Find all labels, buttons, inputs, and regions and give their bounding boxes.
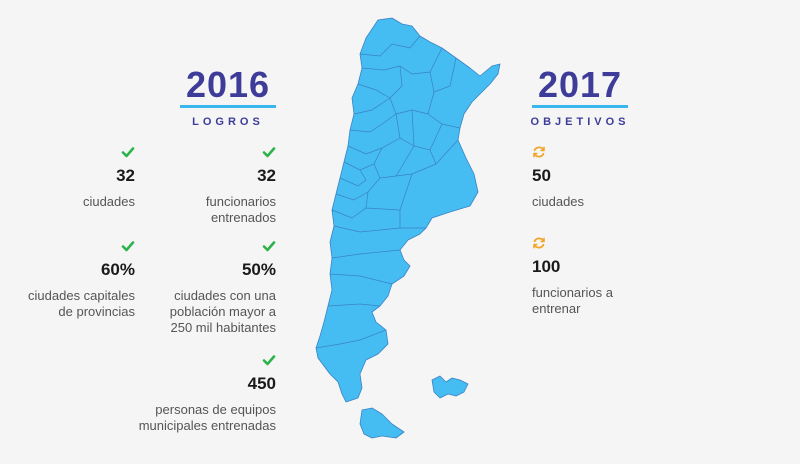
check-icon	[262, 145, 276, 159]
check-icon	[262, 353, 276, 367]
year-2017: 2017	[537, 64, 623, 105]
year-2016: 2016	[185, 64, 271, 105]
stat-text: ciudades con una población mayor a 250 m…	[169, 288, 276, 335]
objetivos-label: OBJETIVOS	[530, 116, 630, 128]
stat-value: 450	[247, 374, 276, 393]
check-icon	[121, 239, 135, 253]
logros-label: LOGROS	[192, 116, 264, 128]
stat-value: 50	[532, 166, 551, 185]
stat-2016-ciudades: 32 ciudades	[0, 145, 135, 210]
stat-text: personas de equipos municipales entrenad…	[138, 402, 276, 433]
check-icon	[121, 145, 135, 159]
check-icon	[262, 239, 276, 253]
stat-value: 32	[257, 166, 276, 185]
stat-text: funcionarios a entrenar	[532, 285, 613, 316]
stat-text: ciudades	[82, 194, 135, 209]
stat-2016-personas: 450 personas de equipos municipales entr…	[116, 353, 276, 434]
refresh-icon	[532, 236, 546, 250]
stat-2016-funcionarios: 32 funcionarios entrenados	[116, 145, 276, 226]
stat-value: 100	[532, 257, 561, 276]
stat-text: funcionarios entrenados	[205, 194, 276, 225]
stat-2017-funcionarios: 100 funcionarios a entrenar	[532, 236, 692, 317]
refresh-icon	[532, 145, 546, 159]
stat-2016-poblacion: 50% ciudades con una población mayor a 2…	[116, 239, 276, 336]
stat-value: 60%	[100, 260, 135, 279]
stat-2016-capitales: 60% ciudades capitales de provincias	[0, 239, 135, 320]
stat-text: ciudades capitales de provincias	[28, 288, 135, 319]
stat-value: 50%	[241, 260, 276, 279]
mainland-shape	[315, 17, 501, 403]
argentina-map	[315, 17, 501, 439]
malvinas-shape	[431, 375, 469, 399]
tierra-del-fuego-shape	[359, 407, 405, 439]
year-2017-underline	[532, 105, 628, 108]
stat-text: ciudades	[532, 194, 585, 209]
year-2016-underline	[180, 105, 276, 108]
stat-2017-ciudades: 50 ciudades	[532, 145, 692, 210]
stat-value: 32	[116, 166, 135, 185]
